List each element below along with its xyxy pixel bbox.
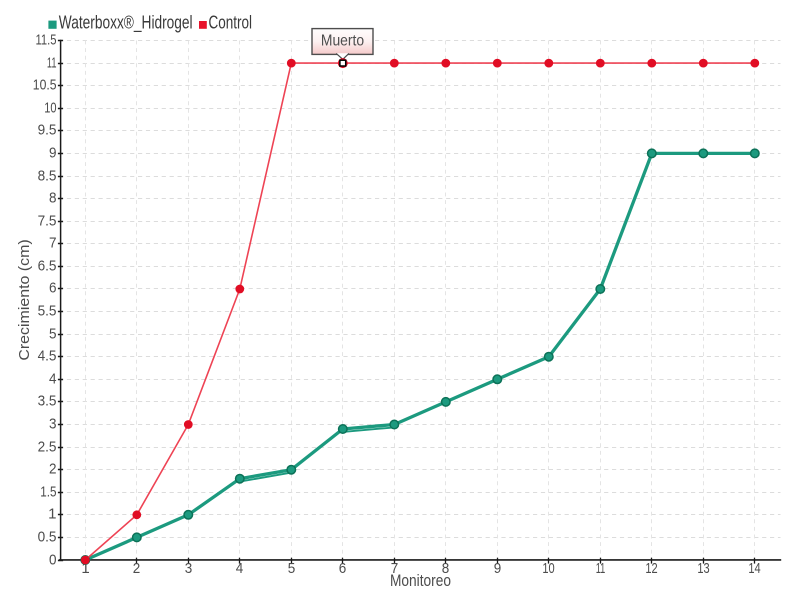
svg-text:Control: Control (209, 12, 253, 32)
svg-text:Muerto: Muerto (321, 33, 364, 50)
svg-text:2: 2 (49, 461, 57, 478)
svg-text:4.5: 4.5 (38, 348, 57, 365)
svg-text:6: 6 (339, 560, 347, 577)
svg-text:6: 6 (49, 280, 57, 297)
svg-text:7: 7 (391, 560, 399, 577)
svg-text:2.5: 2.5 (38, 439, 57, 456)
svg-text:3: 3 (185, 560, 193, 577)
svg-text:11.5: 11.5 (36, 32, 57, 49)
svg-text:4: 4 (236, 560, 244, 577)
svg-text:4: 4 (49, 371, 57, 388)
svg-text:0.5: 0.5 (38, 529, 57, 546)
svg-text:0: 0 (49, 552, 57, 569)
svg-text:9: 9 (49, 145, 57, 162)
svg-text:10: 10 (542, 560, 554, 577)
svg-text:3.5: 3.5 (38, 393, 57, 410)
svg-text:14: 14 (748, 560, 760, 577)
svg-text:10.5: 10.5 (33, 77, 57, 94)
svg-text:1: 1 (48, 506, 56, 523)
svg-text:9.5: 9.5 (38, 122, 57, 139)
svg-text:Monitoreo: Monitoreo (390, 571, 451, 590)
svg-text:7: 7 (49, 235, 57, 252)
svg-text:2: 2 (133, 560, 141, 577)
svg-text:8.5: 8.5 (38, 168, 57, 185)
svg-text:13: 13 (697, 560, 709, 577)
svg-text:7.5: 7.5 (38, 213, 57, 230)
svg-text:1: 1 (81, 560, 89, 577)
svg-text:Waterboxx®_Hidrogel: Waterboxx®_Hidrogel (59, 12, 193, 33)
svg-text:5: 5 (288, 560, 296, 577)
svg-text:5.5: 5.5 (38, 303, 57, 320)
svg-text:12: 12 (645, 560, 657, 577)
svg-text:1.5: 1.5 (40, 484, 56, 501)
svg-text:8: 8 (49, 190, 57, 207)
svg-text:11: 11 (596, 560, 606, 577)
svg-text:8: 8 (442, 560, 450, 577)
svg-text:6.5: 6.5 (38, 258, 57, 275)
svg-text:5: 5 (49, 326, 57, 343)
svg-text:Crecimiento (cm): Crecimiento (cm) (16, 239, 33, 360)
svg-text:11: 11 (47, 55, 57, 72)
svg-text:10: 10 (44, 100, 56, 117)
svg-text:3: 3 (49, 416, 57, 433)
svg-text:9: 9 (494, 560, 502, 577)
